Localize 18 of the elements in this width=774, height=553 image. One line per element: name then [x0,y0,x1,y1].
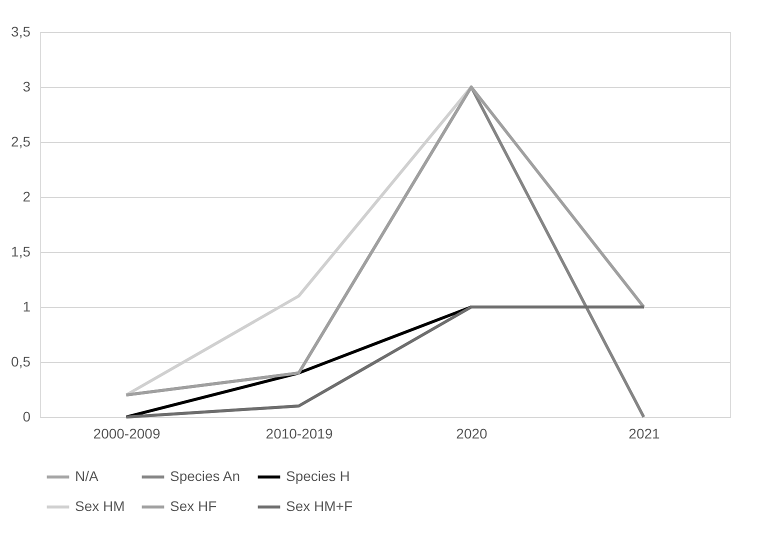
y-tick-label: 2 [22,188,31,204]
x-tick-label: 2010-2019 [266,426,333,442]
legend-label: Sex HM+F [286,498,353,514]
y-tick-label: 1,5 [11,244,31,260]
y-tick-label: 2,5 [11,134,31,150]
y-tick-label: 0 [22,408,31,424]
y-tick-label: 3,5 [11,24,31,40]
y-tick-label: 0,5 [11,354,31,370]
legend-label: Species H [286,468,350,484]
legend-label: Sex HM [75,498,125,514]
legend-label: Sex HF [170,498,217,514]
x-tick-label: 2020 [456,426,488,442]
y-tick-label: 1 [22,298,31,314]
legend-label: Species An [170,468,240,484]
x-tick-label: 2000-2009 [93,426,160,442]
x-tick-label: 2021 [628,426,660,442]
legend-label: N/A [75,468,99,484]
y-tick-label: 3 [22,78,31,94]
